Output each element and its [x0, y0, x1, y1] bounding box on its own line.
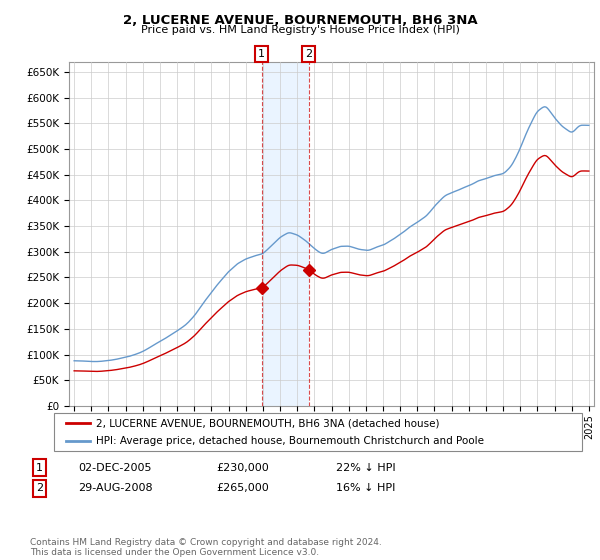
Text: 29-AUG-2008: 29-AUG-2008: [78, 483, 152, 493]
Text: 02-DEC-2005: 02-DEC-2005: [78, 463, 151, 473]
Text: 2, LUCERNE AVENUE, BOURNEMOUTH, BH6 3NA (detached house): 2, LUCERNE AVENUE, BOURNEMOUTH, BH6 3NA …: [96, 418, 439, 428]
Text: 1: 1: [36, 463, 43, 473]
Text: 1: 1: [258, 49, 265, 59]
Text: 22% ↓ HPI: 22% ↓ HPI: [336, 463, 395, 473]
Text: Contains HM Land Registry data © Crown copyright and database right 2024.
This d: Contains HM Land Registry data © Crown c…: [30, 538, 382, 557]
Text: £265,000: £265,000: [216, 483, 269, 493]
Text: HPI: Average price, detached house, Bournemouth Christchurch and Poole: HPI: Average price, detached house, Bour…: [96, 436, 484, 446]
Text: 2, LUCERNE AVENUE, BOURNEMOUTH, BH6 3NA: 2, LUCERNE AVENUE, BOURNEMOUTH, BH6 3NA: [122, 14, 478, 27]
Text: £230,000: £230,000: [216, 463, 269, 473]
Text: 2: 2: [36, 483, 43, 493]
Text: 2: 2: [305, 49, 312, 59]
Text: Price paid vs. HM Land Registry's House Price Index (HPI): Price paid vs. HM Land Registry's House …: [140, 25, 460, 35]
Bar: [262, 62, 308, 406]
Text: 16% ↓ HPI: 16% ↓ HPI: [336, 483, 395, 493]
